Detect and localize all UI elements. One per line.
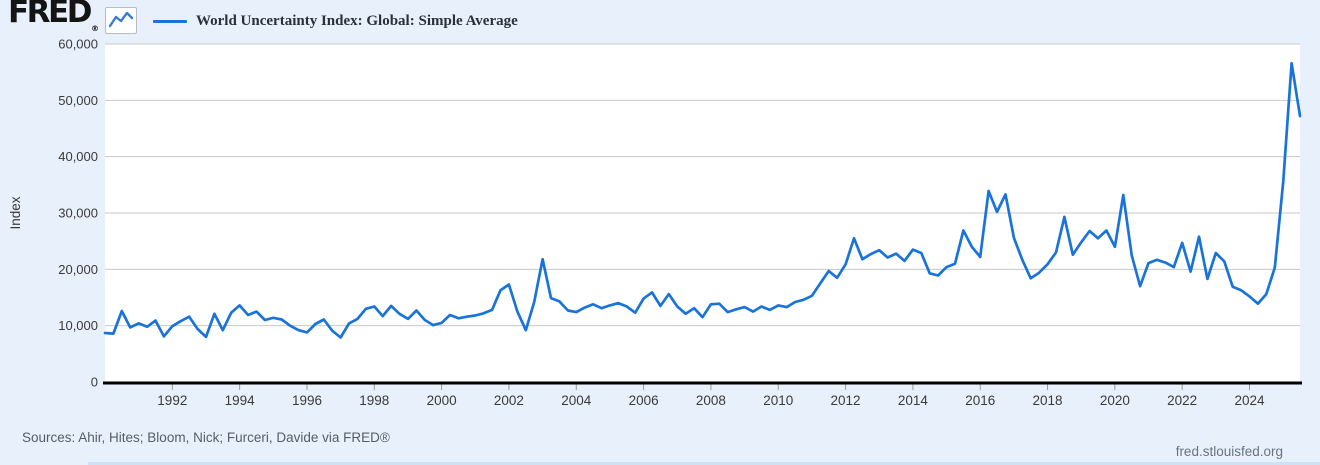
legend-line-swatch <box>152 19 187 23</box>
fred-logo-registered-mark: ® <box>90 23 99 33</box>
x-axis-tick-label: 2010 <box>763 393 793 408</box>
fred-site-link[interactable]: fred.stlouisfed.org <box>1175 444 1283 459</box>
line-chart-zigzag-icon <box>108 11 133 28</box>
fred-logo[interactable]: FRED ® <box>8 0 99 43</box>
x-axis-tick-label: 2000 <box>427 393 457 408</box>
x-axis-tick-label: 1994 <box>225 393 256 408</box>
x-axis-tick-label: 1998 <box>359 393 389 408</box>
chart-legend: World Uncertainty Index: Global: Simple … <box>152 12 518 30</box>
x-axis-tick-label: 2020 <box>1100 393 1130 408</box>
x-axis-tick-label: 2006 <box>629 393 659 408</box>
fred-chart-icon <box>104 6 137 34</box>
legend-series-label: World Uncertainty Index: Global: Simple … <box>195 12 518 29</box>
y-axis-title: Index <box>8 196 23 229</box>
x-axis-tick-label: 2008 <box>696 393 726 408</box>
y-axis-tick-label: 40,000 <box>58 149 98 164</box>
y-axis-tick-label: 0 <box>91 375 98 390</box>
x-axis-tick-label: 2018 <box>1033 393 1063 408</box>
x-axis-tick-label: 2016 <box>965 393 995 408</box>
y-axis-tick-label: 30,000 <box>58 206 98 221</box>
x-axis-tick-label: 2012 <box>831 393 861 408</box>
fred-logo-text: FRED <box>8 0 92 30</box>
x-axis-tick-label: 2024 <box>1234 393 1265 408</box>
x-axis-tick-label: 2022 <box>1167 393 1197 408</box>
data-line <box>103 61 1302 339</box>
y-axis-tick-label: 50,000 <box>58 93 98 108</box>
y-axis-tick-label: 20,000 <box>58 262 98 277</box>
x-axis-tick-label: 2014 <box>898 393 929 408</box>
y-axis-tick-label: 10,000 <box>58 318 98 333</box>
chart-header: FRED ® World Uncertainty Index: Global: S… <box>8 0 518 35</box>
y-axis-tick-label: 60,000 <box>58 37 98 52</box>
x-axis-tick-label: 2004 <box>561 393 592 408</box>
bottom-strip <box>88 462 1320 465</box>
x-axis-tick-label: 2002 <box>494 393 524 408</box>
sources-note: Sources: Ahir, Hites; Bloom, Nick; Furce… <box>22 430 390 445</box>
x-axis-tick-label: 1992 <box>157 393 187 408</box>
x-axis-tick-label: 1996 <box>292 393 322 408</box>
